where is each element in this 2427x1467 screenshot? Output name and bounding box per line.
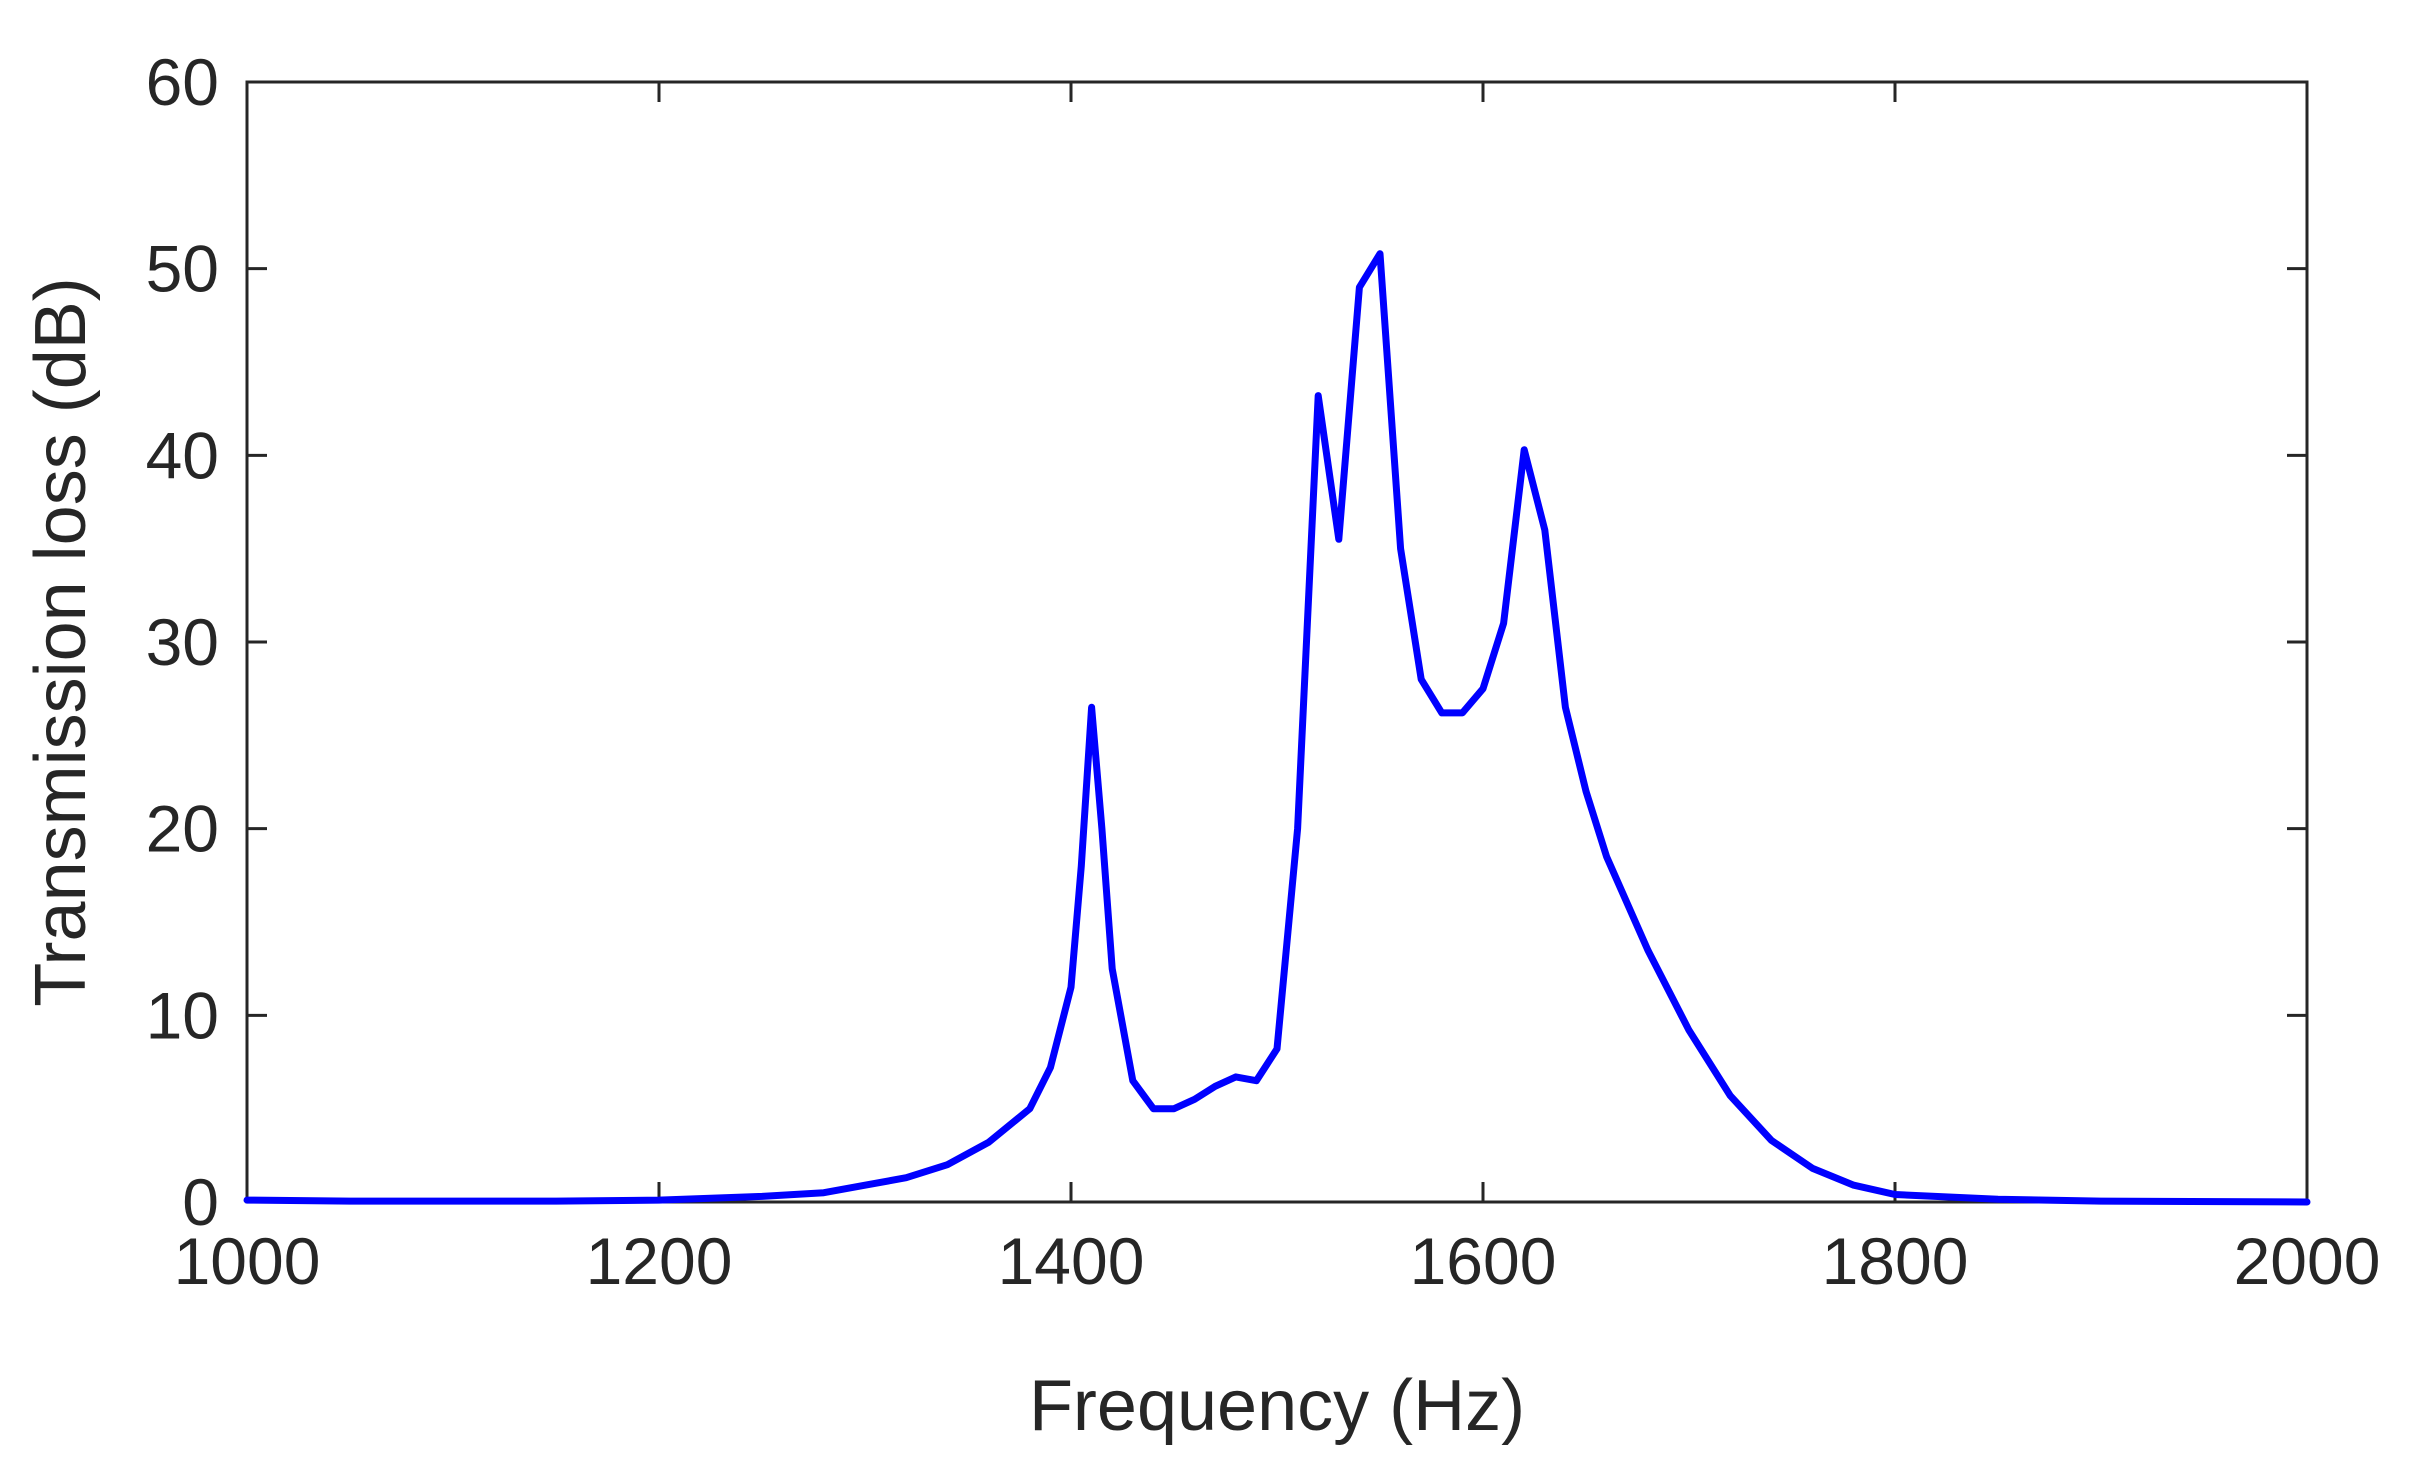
- y-tick-label: 10: [146, 978, 219, 1052]
- x-tick-label: 1800: [1822, 1224, 1969, 1298]
- series-line: [243, 250, 2311, 1206]
- x-axis-ticks: 1000 1200 1400 1600 1800 2000: [174, 82, 2381, 1298]
- x-tick-label: 1000: [174, 1224, 321, 1298]
- y-axis-label: Transmission loss (dB): [21, 277, 101, 1007]
- x-tick-label: 1200: [586, 1224, 733, 1298]
- y-tick-label: 0: [182, 1165, 219, 1239]
- x-tick-label: 1600: [1410, 1224, 1557, 1298]
- y-tick-label: 60: [146, 45, 219, 119]
- y-tick-label: 50: [146, 232, 219, 306]
- x-tick-label: 2000: [2234, 1224, 2381, 1298]
- x-axis-label: Frequency (Hz): [1029, 1366, 1525, 1446]
- y-tick-label: 20: [146, 792, 219, 866]
- y-tick-label: 30: [146, 605, 219, 679]
- x-tick-label: 1400: [998, 1224, 1145, 1298]
- y-tick-label: 40: [146, 418, 219, 492]
- y-axis-ticks: 0 10 20 30 40 50 60: [146, 45, 2307, 1239]
